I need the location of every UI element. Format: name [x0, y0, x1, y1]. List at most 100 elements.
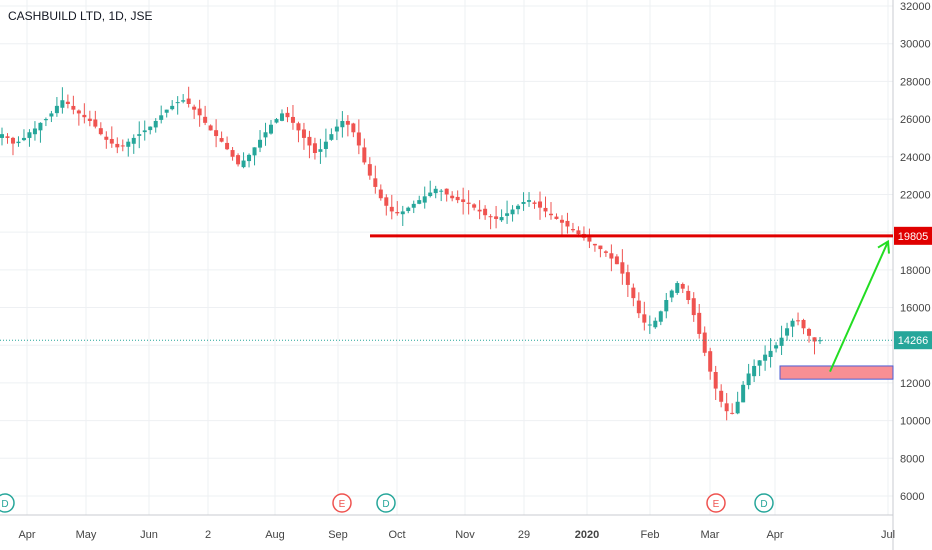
candle-body [807, 328, 812, 336]
candle-body [527, 200, 532, 202]
candle-body [757, 360, 762, 366]
candle-body [763, 354, 768, 361]
time-tick-label: 2020 [575, 529, 599, 541]
candle-body [71, 105, 76, 110]
candle-body [109, 138, 114, 144]
candle-body [225, 142, 230, 150]
candle-body [538, 201, 543, 208]
candle-body [192, 106, 197, 110]
candle-body [505, 213, 510, 216]
time-tick-label: Apr [766, 529, 783, 541]
time-tick-label: 29 [518, 529, 530, 541]
candle-body [724, 403, 729, 412]
candle-body [713, 372, 718, 389]
candle-body [274, 119, 279, 123]
candle-body [576, 230, 581, 235]
candle-body [411, 203, 416, 208]
candle-body [175, 102, 180, 104]
candle-body [812, 337, 817, 342]
candle-body [170, 105, 175, 110]
candle-body [543, 207, 548, 212]
candle-body [334, 126, 339, 132]
price-tick-label: 30000 [900, 39, 931, 51]
price-tick-label: 28000 [900, 76, 931, 88]
candle-body [774, 345, 779, 349]
candle-body [675, 283, 680, 293]
candle-body [483, 208, 488, 216]
candle-body [400, 211, 405, 215]
candle-body [87, 118, 92, 121]
candle-body [746, 373, 751, 386]
candle-body [422, 196, 427, 203]
time-tick-label: 2 [205, 529, 211, 541]
price-tick-label: 12000 [900, 378, 931, 390]
candle-body [93, 119, 98, 127]
candle-body [340, 120, 345, 128]
candle-body [428, 192, 433, 197]
candle-body [521, 202, 526, 204]
candle-body [351, 123, 356, 133]
candle-body [126, 141, 131, 147]
candle-body [323, 141, 328, 149]
event-marker [706, 493, 726, 513]
candle-body [559, 219, 564, 223]
time-tick-label: Jul [881, 529, 895, 541]
candle-body [43, 119, 48, 121]
candle-body [5, 136, 10, 138]
candle-body [796, 320, 801, 322]
candle-body [186, 98, 191, 104]
candle-body [658, 311, 663, 322]
candle-body [120, 145, 125, 147]
resistance-badge [894, 226, 932, 245]
candle-body [647, 324, 652, 326]
price-tick-label: 18000 [900, 265, 931, 277]
candle-body [362, 147, 367, 163]
candle-body [603, 251, 608, 253]
candle-body [620, 262, 625, 274]
candle-body [367, 164, 372, 176]
candle-body [565, 220, 570, 227]
candle-body [730, 412, 735, 414]
candle-body [472, 204, 477, 208]
candle-body [104, 136, 109, 140]
candle-body [450, 195, 455, 199]
candle-body [54, 105, 59, 114]
event-marker-label: E [339, 499, 346, 510]
projection-arrow [829, 241, 889, 373]
event-marker [0, 493, 15, 513]
candle-body [466, 202, 471, 204]
candle-body [27, 132, 32, 138]
time-tick-label: Oct [388, 529, 405, 541]
candle-body [741, 384, 746, 403]
candle-body [433, 188, 438, 194]
price-tick-label: 32000 [900, 1, 931, 13]
candle-body [461, 199, 466, 202]
support-zone [779, 365, 894, 380]
candle-body [439, 190, 444, 192]
price-tick-label: 6000 [900, 491, 924, 503]
candle-body [735, 401, 740, 414]
candle-body [499, 217, 504, 221]
time-tick-label: Aug [265, 529, 285, 541]
candle-body [219, 138, 224, 142]
price-tick-label: 22000 [900, 189, 931, 201]
candle-body [230, 150, 235, 157]
candle-body [269, 124, 274, 134]
candle-body [697, 312, 702, 334]
last-price-badge [894, 331, 932, 350]
candle-body [702, 332, 707, 353]
candle-body [345, 120, 350, 125]
candle-body [131, 137, 136, 144]
time-tick-label: Nov [455, 529, 475, 541]
candle-body [0, 134, 4, 138]
chart-title: CASHBUILD LTD, 1D, JSE [8, 9, 153, 23]
candle-body [214, 130, 219, 137]
candle-body [208, 125, 213, 131]
time-tick-label: Jun [140, 529, 158, 541]
candle-body [153, 120, 158, 128]
time-tick-label: May [76, 529, 97, 541]
candle-body [554, 216, 559, 219]
event-marker-label: D [760, 499, 767, 510]
